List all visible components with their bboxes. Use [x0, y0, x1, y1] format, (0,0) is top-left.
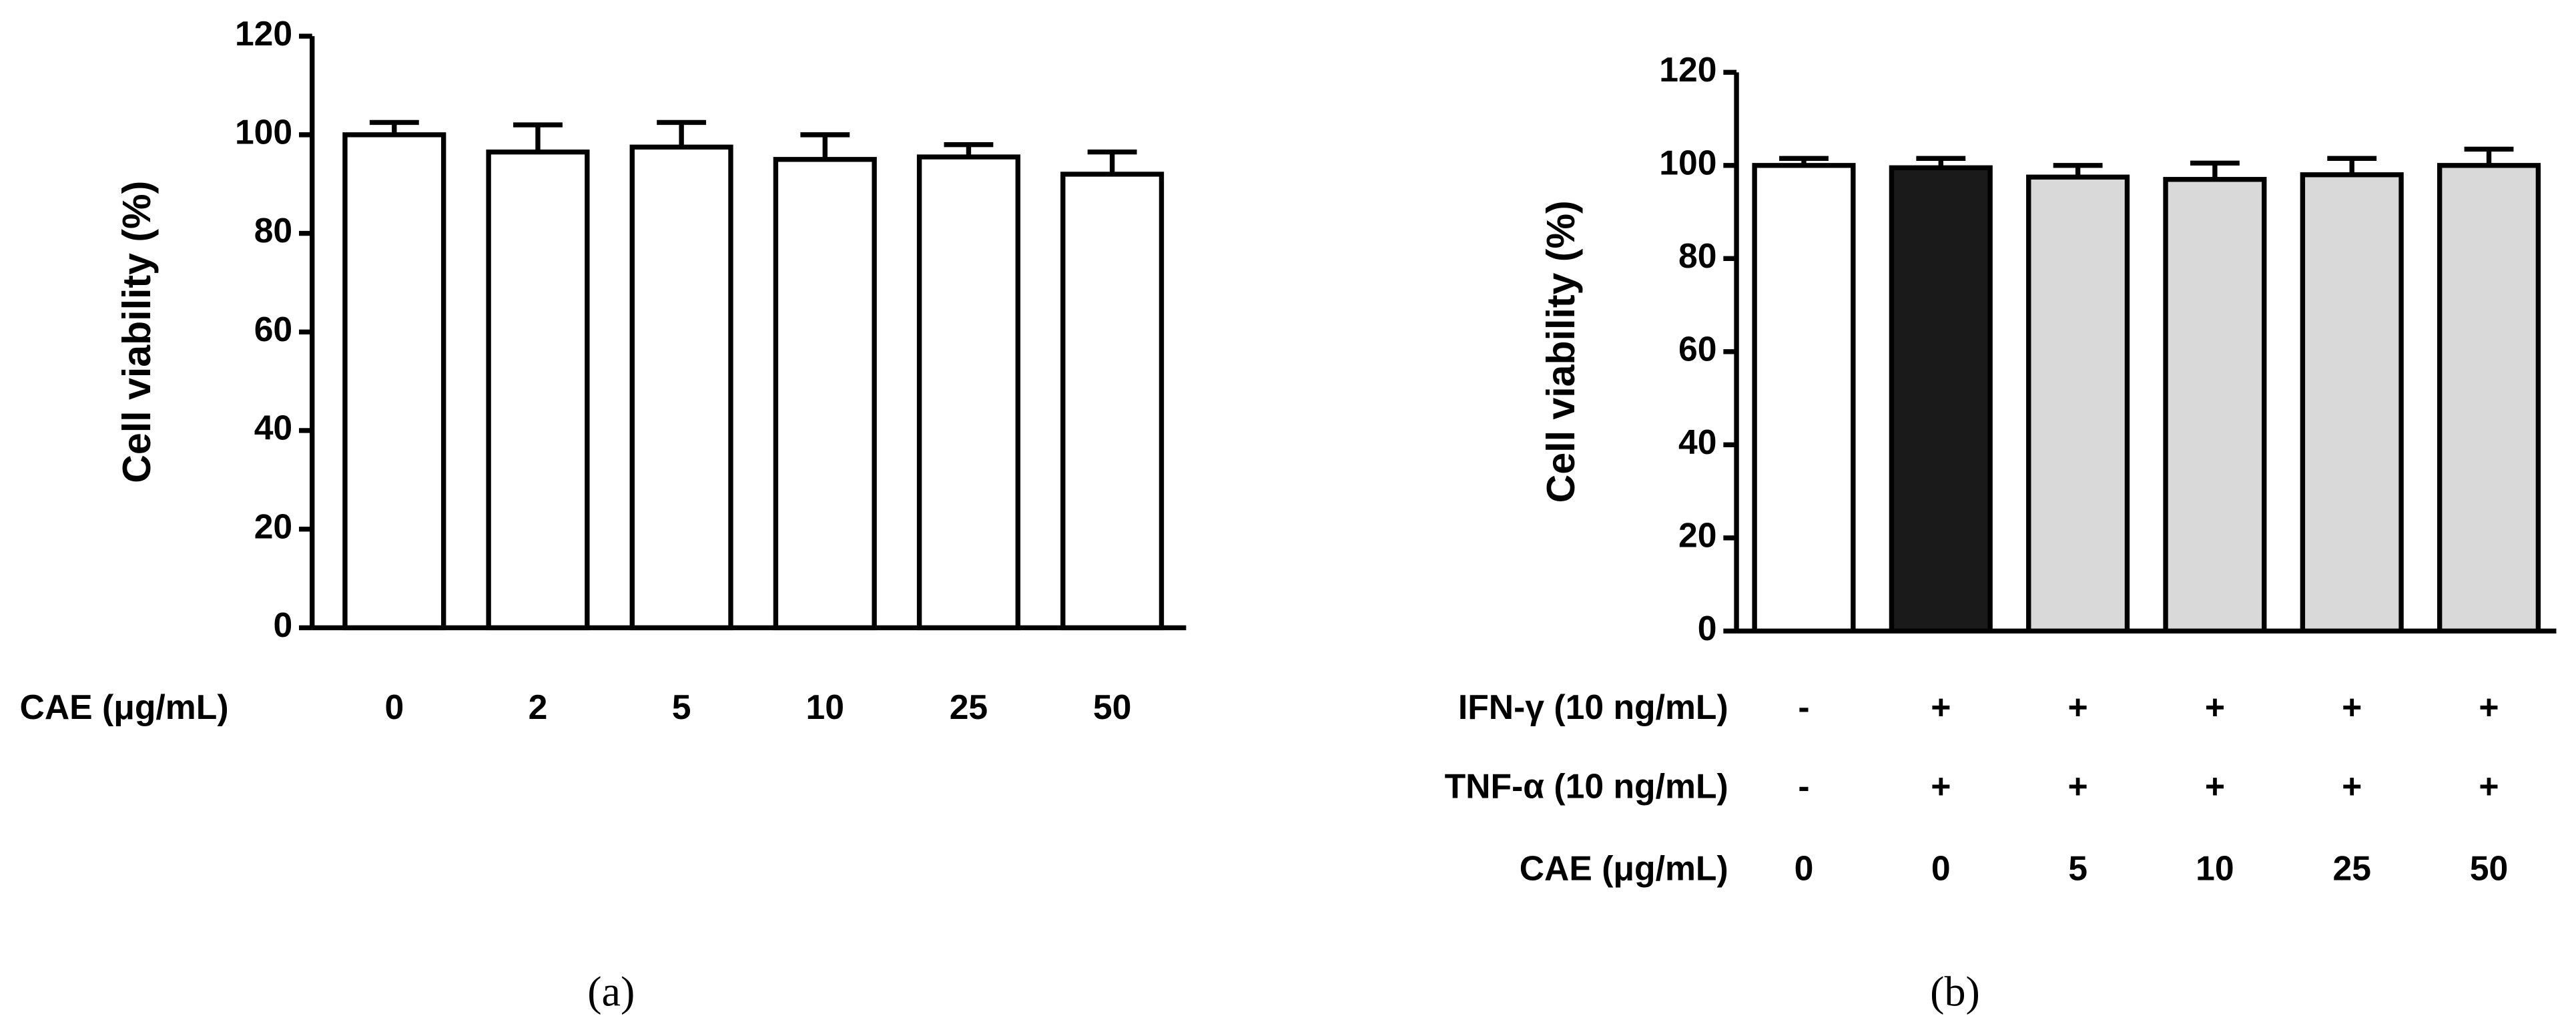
- y-axis-label: Cell viability (%): [1539, 200, 1583, 503]
- y-tick-label: 60: [1678, 329, 1716, 368]
- x-tick-label: 10: [2196, 848, 2234, 887]
- bar: [342, 132, 446, 631]
- x-tick-label: +: [1931, 766, 1951, 805]
- y-tick-label: 120: [1659, 50, 1716, 89]
- row-label: CAE (μg/mL): [1520, 848, 1728, 887]
- x-tick-label: 25: [2332, 848, 2371, 887]
- y-tick-label: 60: [254, 310, 293, 348]
- y-tick-label: 120: [235, 14, 292, 53]
- x-tick-label: +: [2342, 766, 2362, 805]
- x-tick-label: +: [2068, 766, 2088, 805]
- y-tick-label: 40: [1678, 423, 1716, 461]
- x-tick-label: 2: [529, 688, 548, 726]
- y-tick-label: 0: [273, 605, 292, 644]
- x-tick-label: -: [1798, 766, 1809, 805]
- panel-label: (b): [1930, 968, 1980, 1015]
- x-tick-label: +: [2205, 688, 2225, 726]
- row-label: CAE (μg/mL): [20, 688, 229, 726]
- x-tick-label: 0: [1795, 848, 1814, 887]
- y-tick-label: 20: [1678, 515, 1716, 554]
- bar: [2300, 172, 2404, 634]
- x-tick-label: +: [2342, 688, 2362, 726]
- x-tick-label: 50: [1093, 688, 1132, 726]
- y-tick-label: 100: [235, 113, 292, 152]
- x-tick-label: +: [2479, 766, 2499, 805]
- x-tick-label: +: [2205, 766, 2225, 805]
- bar: [1889, 165, 1993, 634]
- x-tick-label: 0: [1931, 848, 1951, 887]
- bar: [1060, 172, 1165, 631]
- x-tick-label: +: [2068, 688, 2088, 726]
- x-tick-label: 25: [950, 688, 988, 726]
- x-tick-label: 5: [2068, 848, 2087, 887]
- y-axis-label: Cell viability (%): [115, 181, 159, 483]
- y-tick-label: 0: [1698, 609, 1717, 648]
- x-tick-label: -: [1798, 688, 1809, 726]
- y-tick-label: 100: [1659, 143, 1716, 182]
- x-tick-label: 0: [384, 688, 404, 726]
- y-tick-label: 40: [254, 409, 293, 447]
- x-tick-label: 50: [2470, 848, 2509, 887]
- bar: [2437, 163, 2541, 634]
- y-tick-label: 80: [1678, 236, 1716, 275]
- bar: [486, 150, 590, 631]
- bar: [629, 144, 733, 631]
- row-label: IFN-γ (10 ng/mL): [1458, 688, 1728, 726]
- x-tick-label: 5: [672, 688, 691, 726]
- bar: [916, 154, 1020, 631]
- x-tick-label: +: [1931, 688, 1951, 726]
- y-tick-label: 80: [254, 211, 293, 250]
- row-label: TNF-α (10 ng/mL): [1445, 766, 1728, 805]
- x-tick-label: 10: [806, 688, 844, 726]
- panel-label: (a): [587, 968, 635, 1015]
- bar: [1752, 163, 1856, 634]
- y-tick-label: 20: [254, 507, 293, 545]
- x-tick-label: +: [2479, 688, 2499, 726]
- bar: [773, 157, 877, 631]
- bar: [2026, 174, 2130, 634]
- bar: [2163, 177, 2267, 634]
